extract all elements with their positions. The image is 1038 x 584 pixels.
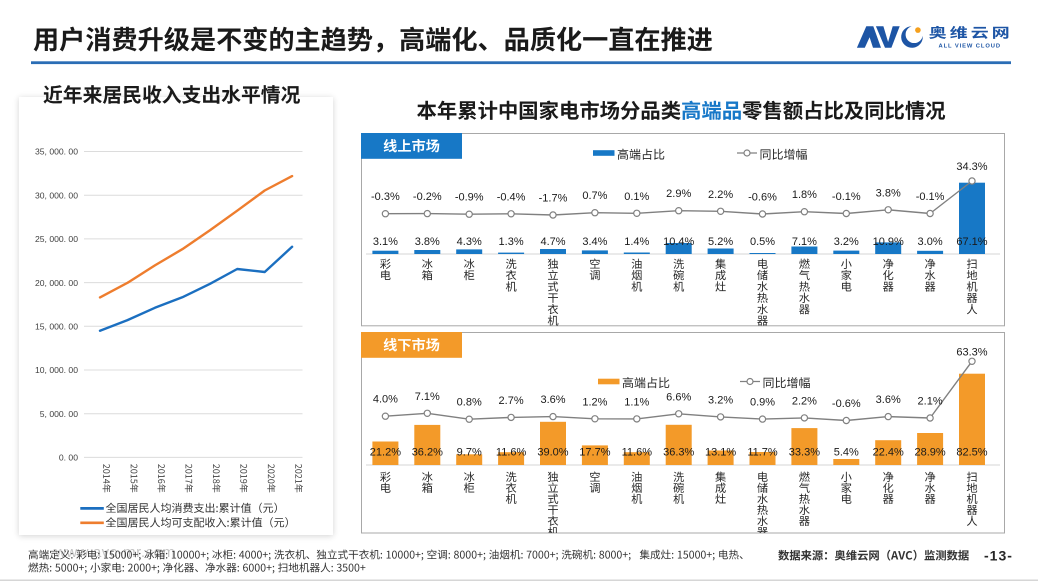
svg-text:11.7%: 11.7% <box>747 447 778 459</box>
svg-text:5.2%: 5.2% <box>708 236 733 248</box>
svg-text:1.2%: 1.2% <box>582 396 607 408</box>
svg-text:-0.3%: -0.3% <box>371 191 400 203</box>
svg-text:2.7%: 2.7% <box>499 395 524 407</box>
svg-text:3.6%: 3.6% <box>876 394 901 406</box>
svg-text:5.4%: 5.4% <box>834 447 859 459</box>
svg-text:82.5%: 82.5% <box>956 447 987 459</box>
svg-text:33.3%: 33.3% <box>789 447 820 459</box>
svg-text:ALL VIEW CLOUD: ALL VIEW CLOUD <box>939 43 1001 49</box>
svg-text:-13-: -13- <box>984 548 1013 564</box>
svg-text:5, 000. 00: 5, 000. 00 <box>40 409 78 419</box>
svg-text:3.6%: 3.6% <box>540 394 565 406</box>
svg-text:2.1%: 2.1% <box>918 396 943 408</box>
svg-text:-0.6%: -0.6% <box>748 192 777 204</box>
svg-text:22.4%: 22.4% <box>873 447 904 459</box>
svg-text:15, 000. 00: 15, 000. 00 <box>35 322 78 332</box>
svg-text:4.0%: 4.0% <box>373 394 398 406</box>
svg-text:-0.1%: -0.1% <box>832 191 861 203</box>
svg-text:2.2%: 2.2% <box>792 395 817 407</box>
svg-text:20, 000. 00: 20, 000. 00 <box>35 278 78 288</box>
svg-text:-1.7%: -1.7% <box>539 193 568 205</box>
svg-text:30, 000. 00: 30, 000. 00 <box>35 190 78 200</box>
svg-text:-0.9%: -0.9% <box>455 192 484 204</box>
svg-text:67.1%: 67.1% <box>956 236 987 248</box>
svg-text:9.7%: 9.7% <box>457 447 482 459</box>
svg-text:3.1%: 3.1% <box>373 236 398 248</box>
svg-text:11.6%: 11.6% <box>496 447 527 459</box>
svg-text:3.4%: 3.4% <box>582 236 607 248</box>
svg-text:3.8%: 3.8% <box>415 236 440 248</box>
svg-text:34.3%: 34.3% <box>956 161 987 173</box>
svg-text:10.9%: 10.9% <box>873 236 904 248</box>
svg-text:6.6%: 6.6% <box>666 391 691 403</box>
svg-text:17.7%: 17.7% <box>579 447 610 459</box>
svg-text:3.2%: 3.2% <box>708 394 733 406</box>
svg-text:36.2%: 36.2% <box>412 447 443 459</box>
svg-text:2.2%: 2.2% <box>708 189 733 201</box>
svg-text:11.6%: 11.6% <box>622 447 653 459</box>
svg-text:-0.4%: -0.4% <box>497 191 526 203</box>
svg-text:0.1%: 0.1% <box>624 191 649 203</box>
svg-text:3.0%: 3.0% <box>918 236 943 248</box>
svg-text:25, 000. 00: 25, 000. 00 <box>35 234 78 244</box>
svg-text:4.7%: 4.7% <box>540 236 565 248</box>
svg-text:-0.6%: -0.6% <box>832 398 861 410</box>
svg-text:7.1%: 7.1% <box>415 391 440 403</box>
svg-text:0. 00: 0. 00 <box>59 453 78 463</box>
svg-text:www.avc-mr.com: www.avc-mr.com <box>54 544 175 561</box>
svg-text:1.4%: 1.4% <box>624 236 649 248</box>
svg-text:28.9%: 28.9% <box>914 447 945 459</box>
svg-text:4.3%: 4.3% <box>457 236 482 248</box>
svg-text:10, 000. 00: 10, 000. 00 <box>35 365 78 375</box>
svg-text:13.1%: 13.1% <box>705 447 736 459</box>
svg-text:3.8%: 3.8% <box>876 187 901 199</box>
svg-text:-0.2%: -0.2% <box>413 191 442 203</box>
svg-text:7.1%: 7.1% <box>792 236 817 248</box>
svg-text:1.3%: 1.3% <box>499 236 524 248</box>
svg-text:10.4%: 10.4% <box>663 236 694 248</box>
svg-text:2.9%: 2.9% <box>666 188 691 200</box>
svg-text:39.0%: 39.0% <box>537 447 568 459</box>
svg-text:0.7%: 0.7% <box>582 190 607 202</box>
svg-text:1.8%: 1.8% <box>792 189 817 201</box>
svg-text:-0.1%: -0.1% <box>916 191 945 203</box>
svg-text:35, 000. 00: 35, 000. 00 <box>35 147 78 157</box>
svg-text:0.9%: 0.9% <box>750 397 775 409</box>
svg-text:0.8%: 0.8% <box>457 397 482 409</box>
svg-text:1.1%: 1.1% <box>624 396 649 408</box>
svg-text:3.2%: 3.2% <box>834 236 859 248</box>
svg-text:63.3%: 63.3% <box>956 346 987 358</box>
svg-text:0.5%: 0.5% <box>750 236 775 248</box>
svg-text:21.2%: 21.2% <box>370 447 401 459</box>
svg-text:36.3%: 36.3% <box>663 447 694 459</box>
